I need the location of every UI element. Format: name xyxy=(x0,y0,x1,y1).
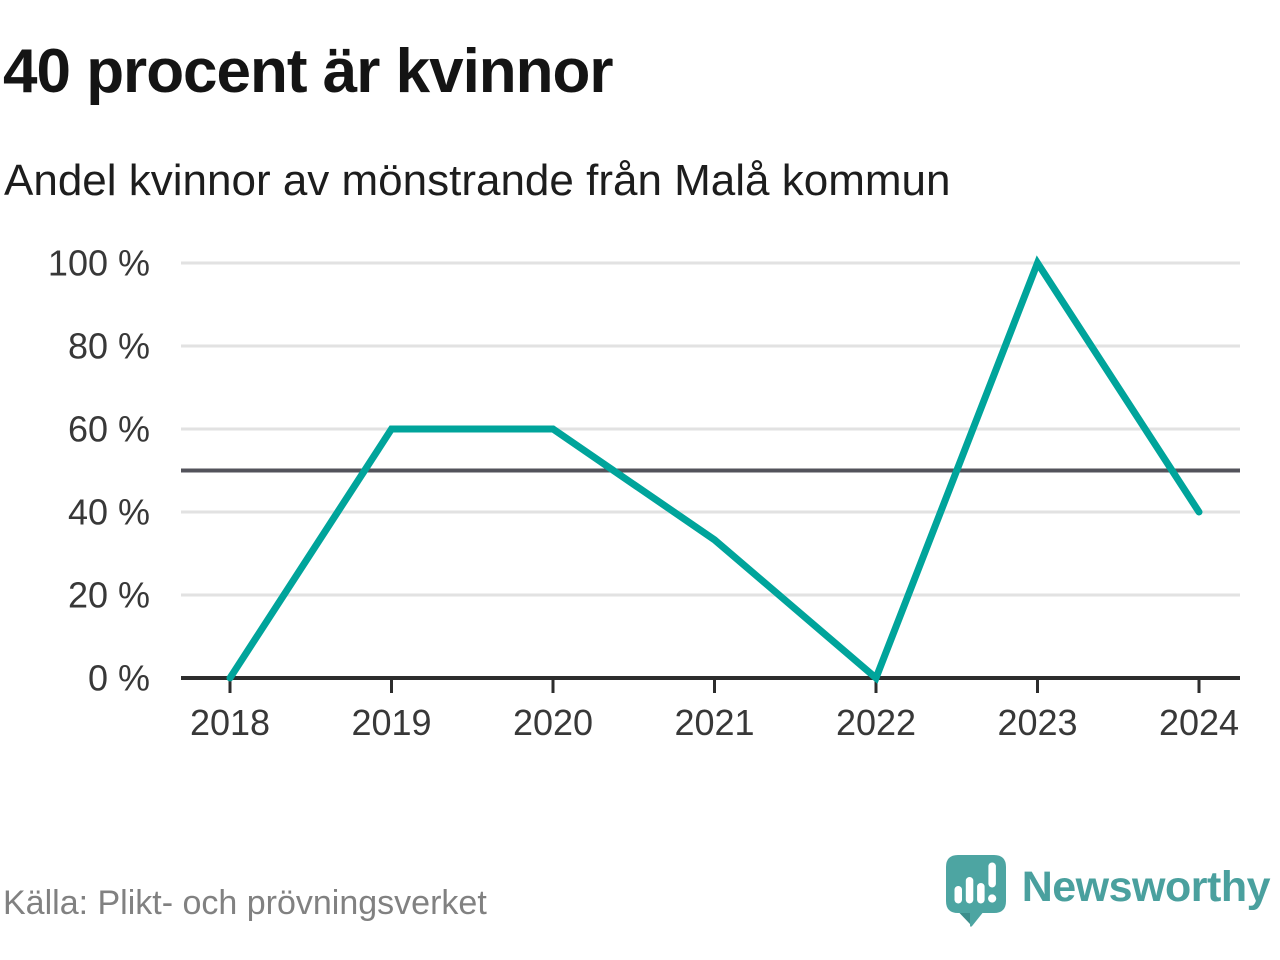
x-tick-label-2021: 2021 xyxy=(674,702,754,743)
bar-chart-glyph xyxy=(954,862,996,904)
x-tick-label-2022: 2022 xyxy=(836,702,916,743)
newsworthy-logo: Newsworthy xyxy=(944,853,1271,929)
brand-name: Newsworthy xyxy=(1021,862,1271,911)
y-tick-label-60: 60 % xyxy=(68,409,150,450)
y-tick-label-80: 80 % xyxy=(68,326,150,367)
chart-subtitle: Andel kvinnor av mönstrande från Malå ko… xyxy=(4,156,951,205)
data-line-andel-kvinnor xyxy=(226,255,1203,684)
x-tick-label-2020: 2020 xyxy=(513,702,593,743)
source-note: Källa: Plikt- och prövningsverket xyxy=(3,884,487,922)
line-chart: 0 % 20 % 40 % 60 % 80 % 100 % 2018 2019 2020 2021… xyxy=(48,243,1240,743)
y-tick-label-0: 0 % xyxy=(88,658,150,699)
x-tick-label-2023: 2023 xyxy=(997,702,1077,743)
chart-title: 40 procent är kvinnor xyxy=(3,37,614,106)
y-tick-label-100: 100 % xyxy=(48,243,150,284)
x-tick-label-2018: 2018 xyxy=(190,702,270,743)
x-tick-label-2019: 2019 xyxy=(351,702,431,743)
bubble-shadow xyxy=(959,913,970,924)
newsworthy-bubble-chart-icon xyxy=(945,855,1006,927)
x-tick-label-2024: 2024 xyxy=(1159,702,1239,743)
y-tick-label-40: 40 % xyxy=(68,492,150,533)
y-tick-label-20: 20 % xyxy=(68,575,150,616)
